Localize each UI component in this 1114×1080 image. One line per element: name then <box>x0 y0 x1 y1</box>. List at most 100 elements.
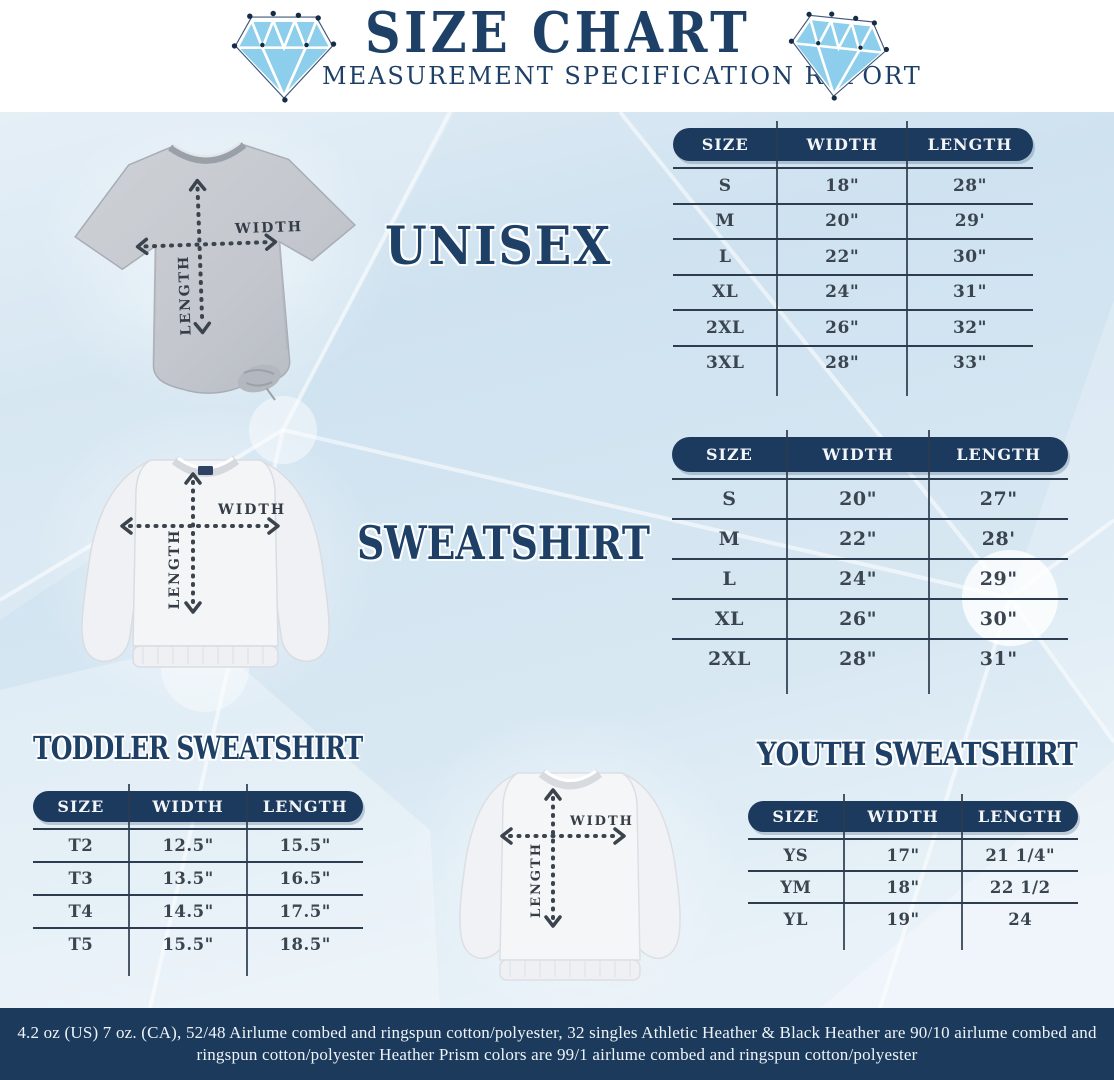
youth-section-title: YOUTH SWEATSHIRT <box>757 735 1078 773</box>
table-cell: 30" <box>952 246 987 267</box>
column-divider <box>905 121 908 396</box>
collar-tag <box>198 466 213 475</box>
youth-size-table: SIZE WIDTH LENGTH YS 17" 21 1/4" YM 18" 22 1/… <box>748 794 1078 950</box>
table-cell: 18" <box>886 877 920 897</box>
table-row: XL 24" 31" <box>673 273 1033 310</box>
table-cell: 24 <box>1008 909 1033 929</box>
column-header: SIZE <box>701 135 749 154</box>
width-arrow-label: WIDTH <box>217 502 286 518</box>
table-row: 2XL 28" 31" <box>672 638 1068 678</box>
column-divider <box>776 121 779 396</box>
page-title: SIZE CHART <box>365 0 751 66</box>
table-cell: M <box>718 528 741 550</box>
table-row: 3XL 28" 33" <box>673 344 1033 381</box>
table-header: SIZE WIDTH LENGTH <box>672 437 1068 472</box>
table-cell: 28" <box>952 175 987 196</box>
column-header: LENGTH <box>977 807 1063 826</box>
sweatshirt-image: WIDTH LENGTH <box>81 455 330 668</box>
column-header: SIZE <box>705 445 753 464</box>
unisex-tshirt-image: WIDTH LENGTH <box>74 142 357 401</box>
table-row: T4 14.5" 17.5" <box>33 894 363 927</box>
table-cell: 20" <box>825 211 860 232</box>
column-header: WIDTH <box>867 807 939 826</box>
table-body: S 18" 28" M 20" 29' L 22" 30" XL 24" 31" 2XL 26" 32" 3X… <box>673 167 1033 380</box>
table-row: S 18" 28" <box>673 167 1033 203</box>
toddler-section-title: TODDLER SWEATSHIRT <box>33 729 363 767</box>
table-cell: 2XL <box>705 317 745 338</box>
column-header: WIDTH <box>152 797 224 816</box>
table-cell: 21 1/4" <box>985 845 1056 865</box>
table-cell: 15.5" <box>279 836 331 855</box>
table-cell: M <box>715 211 735 232</box>
table-body: T2 12.5" 15.5" T3 13.5" 16.5" T4 14.5" 17.5" T5 15… <box>33 828 363 960</box>
table-cell: 27" <box>979 488 1018 510</box>
table-cell: YS <box>783 845 809 865</box>
table-cell: 30" <box>979 608 1018 630</box>
table-cell: 29" <box>979 568 1018 590</box>
table-row: YM 18" 22 1/2 <box>748 870 1078 902</box>
footer-text-line: 4.2 oz (US) 7 oz. (CA), 52/48 Airlume co… <box>17 1023 1097 1042</box>
length-arrow-label: LENGTH <box>529 842 544 918</box>
column-header: LENGTH <box>956 445 1042 464</box>
table-row: T3 13.5" 16.5" <box>33 861 363 894</box>
table-cell: T5 <box>68 935 94 954</box>
table-cell: 24" <box>825 282 860 303</box>
table-cell: 26" <box>839 608 878 630</box>
sweatshirt-size-table: SIZE WIDTH LENGTH S 20" 27" M 22" 28' L 24" 29" X… <box>672 430 1068 694</box>
table-cell: XL <box>714 608 744 630</box>
width-arrow-label: WIDTH <box>569 814 634 829</box>
table-cell: YM <box>780 877 812 897</box>
table-cell: 22" <box>825 246 860 267</box>
table-cell: 28" <box>825 353 860 374</box>
unisex-section-title: UNISEX <box>385 216 613 277</box>
table-cell: 2XL <box>708 648 751 670</box>
length-arrow-label: LENGTH <box>176 254 195 335</box>
table-cell: 26" <box>825 317 860 338</box>
table-cell: 3XL <box>705 353 745 374</box>
table-row: L 22" 30" <box>673 238 1033 274</box>
table-cell: 24" <box>839 568 878 590</box>
table-body: YS 17" 21 1/4" YM 18" 22 1/2 YL 19" 24 <box>748 838 1078 934</box>
table-row: T5 15.5" 18.5" <box>33 927 363 960</box>
table-cell: 18.5" <box>279 935 331 954</box>
header-banner <box>0 0 1114 112</box>
table-cell: T3 <box>68 869 94 888</box>
table-cell: T2 <box>68 836 94 855</box>
column-header: SIZE <box>57 797 105 816</box>
unisex-size-table: SIZE WIDTH LENGTH S 18" 28" M 20" 29' L 22" 30" X… <box>673 121 1033 396</box>
table-cell: T4 <box>68 902 94 921</box>
table-cell: 13.5" <box>162 869 214 888</box>
table-row: YS 17" 21 1/4" <box>748 838 1078 870</box>
diamond-icon <box>788 11 890 101</box>
table-cell: 20" <box>839 488 878 510</box>
table-cell: 14.5" <box>162 902 214 921</box>
table-row: M 20" 29' <box>673 202 1033 239</box>
column-divider <box>842 794 845 950</box>
column-header: LENGTH <box>262 797 348 816</box>
length-arrow-label: LENGTH <box>167 529 183 610</box>
table-cell: 18" <box>825 175 860 196</box>
column-header: LENGTH <box>927 135 1013 154</box>
column-header: WIDTH <box>822 445 894 464</box>
table-cell: 28" <box>839 648 878 670</box>
table-body: S 20" 27" M 22" 28' L 24" 29" XL 26" 30" 2XL 28" 31" <box>672 478 1068 678</box>
table-cell: 16.5" <box>279 869 331 888</box>
table-cell: L <box>718 246 732 267</box>
column-header: WIDTH <box>806 135 878 154</box>
fabric-details-footer: 4.2 oz (US) 7 oz. (CA), 52/48 Airlume co… <box>0 1008 1114 1080</box>
table-cell: S <box>718 175 732 196</box>
column-divider <box>246 784 249 976</box>
column-header: SIZE <box>772 807 820 826</box>
column-divider <box>928 430 931 694</box>
column-divider <box>785 430 788 694</box>
table-cell: L <box>722 568 737 590</box>
table-row: T2 12.5" 15.5" <box>33 828 363 861</box>
table-cell: 32" <box>952 317 987 338</box>
column-divider <box>127 784 130 976</box>
table-header: SIZE WIDTH LENGTH <box>33 791 363 822</box>
footer-text-line: ringspun cotton/polyester Heather Prism … <box>196 1045 918 1064</box>
table-cell: S <box>722 488 737 510</box>
table-cell: 22" <box>839 528 878 550</box>
table-cell: YL <box>783 909 809 929</box>
table-cell: 33" <box>952 353 987 374</box>
